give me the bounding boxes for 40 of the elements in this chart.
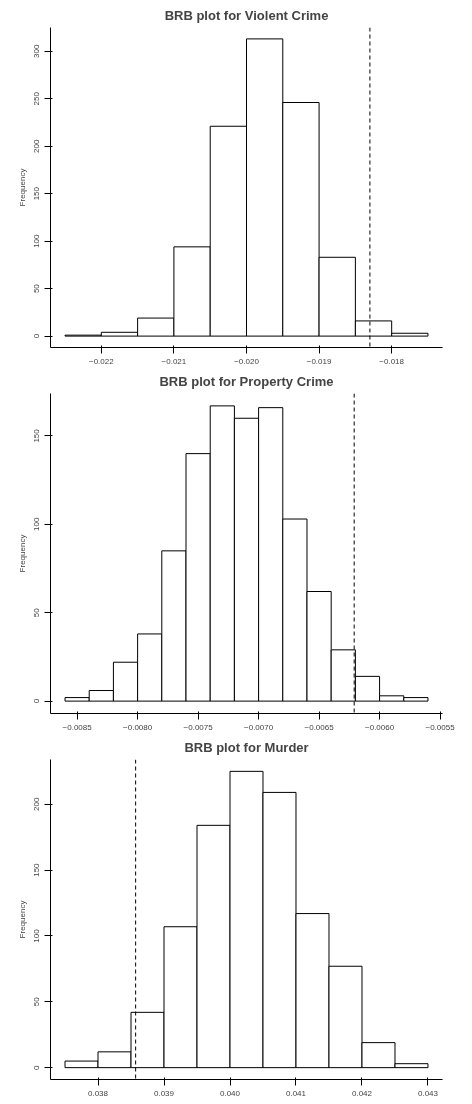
x-tick-label: −0.020 bbox=[234, 356, 260, 366]
x-tick-label: 0.038 bbox=[88, 1088, 109, 1098]
x-tick-label: 0.039 bbox=[154, 1088, 175, 1098]
y-tick-label: 150 bbox=[32, 862, 42, 877]
y-tick-label: 200 bbox=[32, 138, 42, 153]
chart-title: BRB plot for Property Crime bbox=[159, 373, 334, 389]
x-tick-label: 0.043 bbox=[417, 1088, 439, 1098]
y-tick-label: 200 bbox=[32, 797, 42, 811]
x-tick-label: −0.0070 bbox=[244, 722, 274, 732]
x-tick-label: 0.042 bbox=[351, 1088, 373, 1098]
x-tick-label: −0.0075 bbox=[183, 722, 214, 732]
y-tick-label: 50 bbox=[32, 996, 42, 1007]
y-tick-label: 50 bbox=[32, 607, 42, 618]
y-tick-label: 0 bbox=[32, 1064, 42, 1070]
x-tick-label: 0.040 bbox=[219, 1088, 241, 1098]
y-tick-label: 0 bbox=[32, 698, 42, 704]
chart-title: BRB plot for Violent Crime bbox=[164, 7, 329, 23]
y-tick-label: 150 bbox=[32, 428, 42, 443]
x-tick-label: −0.019 bbox=[306, 356, 332, 366]
x-tick-label: 0.041 bbox=[285, 1088, 307, 1098]
x-tick-label: −0.022 bbox=[88, 356, 115, 366]
y-tick-label: 250 bbox=[32, 91, 42, 106]
y-axis-title: Frequency bbox=[17, 168, 27, 207]
x-tick-label: −0.0055 bbox=[425, 722, 456, 732]
y-axis-title: Frequency bbox=[17, 534, 27, 573]
chart-title: BRB plot for Murder bbox=[184, 739, 309, 755]
y-tick-label: 300 bbox=[32, 44, 42, 58]
x-tick-label: −0.018 bbox=[379, 356, 405, 366]
y-tick-label: 100 bbox=[32, 928, 42, 943]
x-tick-label: −0.0080 bbox=[123, 722, 153, 732]
y-tick-label: 150 bbox=[32, 186, 42, 201]
y-tick-label: 0 bbox=[32, 333, 42, 339]
y-tick-label: 50 bbox=[32, 283, 42, 294]
y-axis-title: Frequency bbox=[17, 900, 27, 939]
x-tick-label: −0.0060 bbox=[365, 722, 395, 732]
x-tick-label: −0.0065 bbox=[304, 722, 335, 732]
x-tick-label: −0.021 bbox=[161, 356, 187, 366]
y-tick-label: 100 bbox=[32, 517, 42, 531]
y-tick-label: 100 bbox=[32, 233, 42, 248]
x-tick-label: −0.0085 bbox=[62, 722, 93, 732]
